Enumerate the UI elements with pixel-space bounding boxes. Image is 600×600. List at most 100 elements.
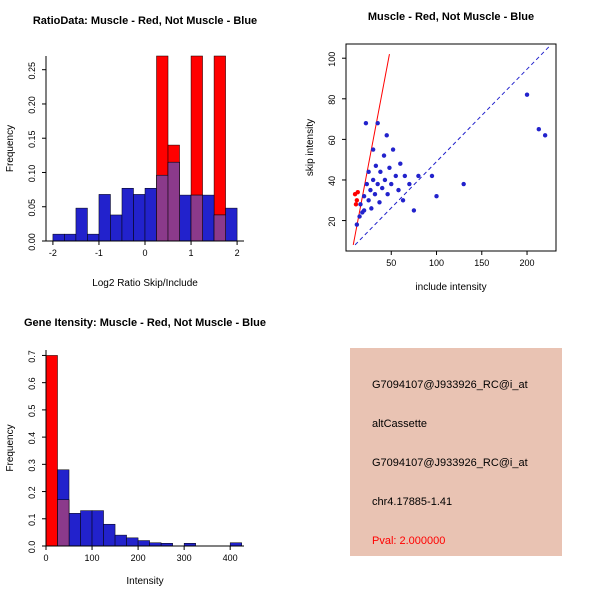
axes (342, 43, 557, 255)
data-point (387, 165, 392, 170)
gene-id-text: G7094107@J933926_RC@i_at (372, 457, 528, 469)
probe-id-text: G7094107@J933926_RC@i_at (372, 379, 528, 391)
intensity_scatter-chart: Muscle - Red, Not Muscle - Blue 50 100 150 2… (305, 11, 557, 293)
data-point (384, 133, 389, 138)
hist-bar (110, 214, 123, 242)
chart-title: Gene Itensity: Muscle - Red, Not Muscle … (24, 317, 266, 329)
data-point (390, 147, 396, 152)
hist-bar (98, 194, 111, 242)
x-axis-label: include intensity (415, 282, 486, 293)
data-point (396, 187, 401, 193)
y-tick-label: 80 (327, 95, 337, 105)
y-axis-label: Frequency (5, 424, 16, 471)
hist-bar (75, 207, 88, 242)
y-tick-label: 0.6 (27, 377, 37, 390)
y-tick-label: 0.20 (27, 96, 37, 114)
x-tick-label: 2 (235, 248, 240, 258)
gene-intensity-histogram-panel: Gene Itensity: Muscle - Red, Not Muscle … (0, 310, 300, 600)
hist-bar (156, 174, 169, 242)
hist-bar (213, 214, 226, 242)
x-tick-label: 0 (142, 248, 147, 258)
data-point (381, 153, 387, 158)
data-point (361, 194, 367, 199)
y-tick-label: 0.15 (27, 130, 37, 148)
chart-title: RatioData: Muscle - Red, Not Muscle - Bl… (33, 15, 257, 27)
gene-info-panel: G7094107@J933926_RC@i_at altCassette G70… (350, 348, 562, 556)
hist-bar (64, 233, 77, 242)
data-point (369, 206, 374, 211)
data-point (363, 120, 369, 126)
hist-bar (68, 513, 81, 547)
pval-text: Pval: 2.000000 (372, 535, 446, 547)
y-tick-label: 0.4 (27, 432, 37, 445)
data-point (380, 185, 385, 191)
data-point (375, 181, 380, 187)
x-tick-label: 100 (85, 553, 100, 563)
y-tick-label: 0.2 (27, 486, 37, 499)
hist-bar (80, 510, 93, 547)
data-point (377, 200, 382, 205)
data-point (358, 202, 363, 207)
plot-content (352, 45, 551, 246)
data-point (355, 189, 360, 195)
data-point (389, 181, 394, 187)
event-type-text: altCassette (372, 418, 428, 430)
data-point (370, 147, 376, 152)
x-tick-label: -2 (49, 248, 57, 258)
hist-bar (52, 233, 65, 242)
hist-bar (114, 534, 127, 547)
y-tick-label: 0.3 (27, 459, 37, 472)
data-point (434, 194, 439, 199)
data-point (542, 133, 548, 138)
hist-bar (137, 540, 150, 547)
hist-bar (167, 161, 180, 242)
chart-title: Muscle - Red, Not Muscle - Blue (368, 11, 534, 23)
y-tick-label: 0.25 (27, 62, 37, 80)
data-point (372, 191, 378, 197)
ratio-histogram-panel: RatioData: Muscle - Red, Not Muscle - Bl… (0, 0, 300, 310)
y-tick-label: 60 (327, 135, 337, 145)
data-point (416, 173, 421, 179)
data-point (524, 92, 530, 97)
ratio_histogram-chart: RatioData: Muscle - Red, Not Muscle - Bl… (5, 15, 257, 289)
data-point (536, 127, 542, 132)
intensity-scatter-panel: Muscle - Red, Not Muscle - Blue 50 100 150 2… (300, 0, 600, 310)
data-point (411, 208, 417, 213)
data-point (368, 187, 373, 193)
x-tick-label: 1 (189, 248, 194, 258)
y-tick-label: 0.0 (27, 541, 37, 554)
not-muscle-fit-line (354, 45, 551, 246)
y-tick-label: 0.1 (27, 514, 37, 527)
gene_intensity_histogram-chart: Gene Itensity: Muscle - Red, Not Muscle … (5, 317, 266, 587)
x-tick-label: 0 (43, 553, 48, 563)
data-point (364, 181, 370, 187)
hist-bar (121, 187, 134, 242)
data-point (378, 169, 383, 175)
x-tick-label: -1 (95, 248, 103, 258)
data-point (398, 161, 403, 166)
y-tick-label: 0.7 (27, 350, 37, 363)
data-point (461, 181, 466, 187)
hist-bar (213, 55, 226, 242)
data-point (407, 181, 412, 187)
hist-bar (179, 194, 192, 242)
y-tick-label: 100 (327, 52, 337, 67)
x-tick-label: 50 (386, 258, 396, 268)
axes (42, 350, 244, 550)
hist-bar (126, 537, 139, 547)
data-point (357, 214, 362, 219)
hist-bar (225, 207, 238, 242)
y-tick-label: 0.5 (27, 405, 37, 418)
x-axis-label: Log2 Ratio Skip/Include (92, 278, 198, 289)
hist-bar (133, 194, 146, 242)
x-tick-label: 200 (520, 258, 535, 268)
hist-bar (190, 194, 203, 242)
y-tick-label: 40 (327, 176, 337, 186)
y-tick-label: 20 (327, 217, 337, 227)
y-axis-label: skip intensity (305, 119, 316, 176)
data-point (361, 208, 367, 213)
plot-content (45, 355, 242, 547)
data-point (402, 173, 408, 179)
hist-bar (91, 510, 104, 547)
hist-bar (45, 355, 58, 547)
